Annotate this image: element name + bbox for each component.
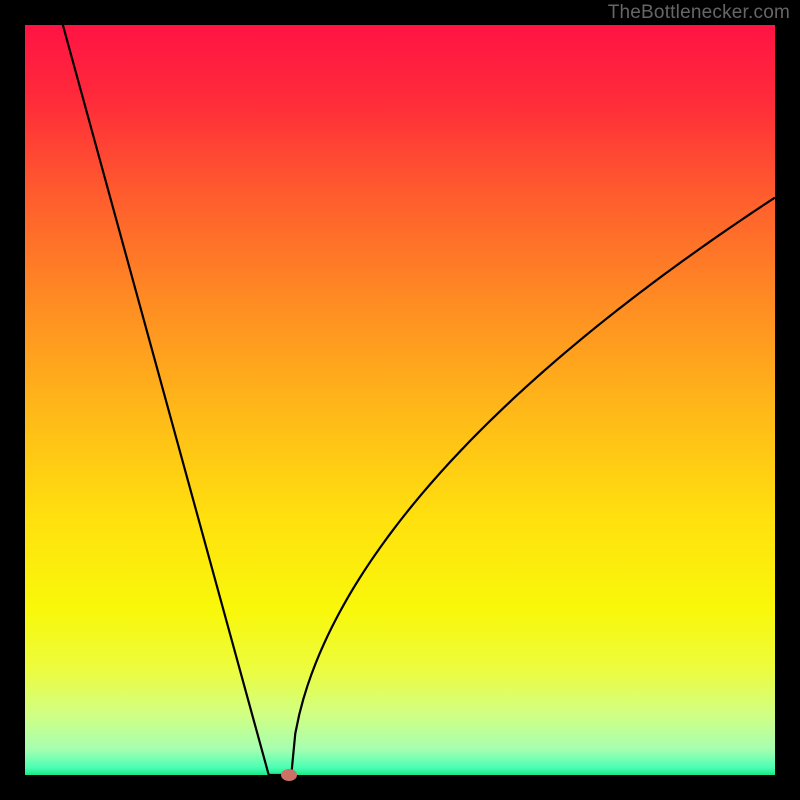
chart-container: TheBottlenecker.com	[0, 0, 800, 800]
watermark-text: TheBottlenecker.com	[608, 2, 790, 24]
bottleneck-chart	[0, 0, 800, 800]
plot-background	[25, 25, 775, 775]
optimal-point-marker	[281, 769, 297, 781]
